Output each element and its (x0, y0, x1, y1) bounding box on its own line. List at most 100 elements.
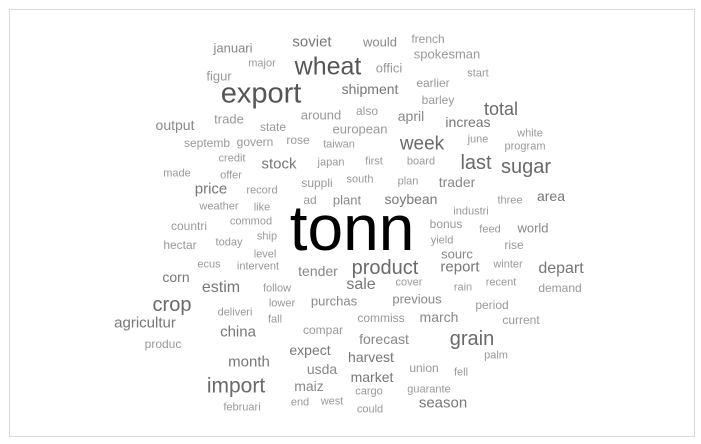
word-offer: offer (220, 169, 242, 182)
word-intervent: intervent (236, 260, 280, 273)
word-barley: barley (421, 93, 455, 107)
word-sale: sale (346, 276, 376, 293)
word-soviet: soviet (292, 33, 332, 51)
word-deliveri: deliveri (217, 306, 253, 319)
word-septemb: septemb (183, 136, 231, 150)
word-month: month (228, 353, 270, 371)
word-made: made (163, 167, 191, 180)
word-palm: palm (484, 349, 508, 362)
word-cover: cover (395, 276, 423, 289)
word-season: season (418, 394, 468, 412)
word-june: june (467, 133, 489, 146)
word-output: output (155, 117, 195, 133)
word-estim: estim (201, 279, 241, 296)
word-also: also (355, 104, 379, 118)
word-trade: trade (214, 111, 244, 127)
word-import: import (206, 374, 266, 398)
word-maiz: maiz (294, 378, 324, 394)
word-hectar: hectar (163, 238, 197, 252)
word-feed: feed (479, 223, 501, 236)
word-french: french (411, 32, 445, 46)
word-weather: weather (199, 200, 239, 213)
word-forecast: forecast (359, 331, 409, 347)
word-spokesman: spokesman (413, 46, 481, 62)
word-european: european (332, 121, 388, 137)
word-bonus: bonus (429, 217, 463, 231)
word-crop: crop (152, 294, 192, 316)
word-countri: countri (170, 219, 208, 233)
word-china: china (220, 323, 256, 341)
word-ad: ad (303, 193, 317, 207)
word-agricultur: agricultur (114, 314, 176, 332)
word-wheat: wheat (294, 52, 362, 81)
word-follow: follow (262, 282, 292, 295)
word-figur: figur (206, 68, 232, 84)
word-white: white (517, 127, 543, 140)
word-sourc: sourc (441, 246, 473, 262)
word-winter: winter (493, 258, 523, 271)
word-compar: compar (302, 323, 344, 337)
word-period: period (475, 298, 509, 312)
word-cloud-frame (9, 9, 695, 437)
word-export: export (220, 77, 302, 110)
word-start: start (467, 67, 489, 80)
word-product: product (351, 257, 419, 279)
word-tender: tender (298, 263, 338, 279)
word-ecus: ecus (197, 258, 221, 271)
word-plan: plan (397, 175, 419, 188)
word-total: total (483, 99, 519, 119)
word-earlier: earlier (416, 76, 450, 90)
word-rise: rise (504, 238, 524, 252)
word-program: program (504, 140, 546, 153)
word-current: current (502, 313, 540, 327)
word-harvest: harvest (348, 349, 394, 365)
word-ship: ship (256, 230, 278, 243)
word-produc: produc (144, 337, 182, 351)
word-today: today (215, 236, 243, 249)
word-rain: rain (453, 281, 473, 294)
word-taiwan: taiwan (323, 138, 355, 151)
word-increas: increas (445, 114, 491, 130)
word-grain: grain (449, 328, 495, 350)
word-last: last (460, 152, 492, 174)
word-japan: japan (317, 156, 345, 169)
word-trader: trader (438, 174, 476, 190)
word-credit: credit (218, 152, 246, 165)
word-corn: corn (162, 269, 190, 285)
word-lower: lower (268, 297, 296, 310)
word-market: market (350, 369, 394, 385)
word-plant: plant (332, 192, 362, 208)
word-industri: industri (453, 205, 489, 218)
word-march: march (419, 309, 459, 325)
word-previous: previous (392, 291, 442, 307)
word-tonn: tonn (289, 192, 415, 264)
word-januari: januari (213, 40, 253, 56)
word-yield: yield (430, 234, 454, 247)
word-commod: commod (229, 215, 273, 228)
word-stock: stock (261, 155, 297, 173)
word-soybean: soybean (384, 191, 438, 207)
word-usda: usda (306, 361, 338, 377)
word-rose: rose (286, 133, 310, 147)
word-record: record (246, 184, 278, 197)
word-week: week (399, 133, 445, 155)
word-fell: fell (453, 366, 469, 379)
word-world: world (517, 220, 549, 236)
word-would: would (363, 34, 397, 50)
word-level: level (253, 248, 277, 261)
word-south: south (346, 173, 374, 186)
word-sugar: sugar (500, 156, 552, 178)
word-price: price (194, 180, 228, 198)
word-expect: expect (289, 342, 331, 358)
word-three: three (497, 194, 523, 207)
word-februari: februari (223, 401, 261, 414)
word-cargo: cargo (355, 385, 383, 398)
word-shipment: shipment (341, 81, 399, 97)
word-state: state (259, 120, 287, 134)
word-commiss: commiss (357, 311, 405, 325)
word-around: around (300, 107, 342, 123)
word-end: end (290, 396, 310, 409)
word-area: area (536, 188, 566, 204)
word-offici: offici (375, 60, 403, 76)
